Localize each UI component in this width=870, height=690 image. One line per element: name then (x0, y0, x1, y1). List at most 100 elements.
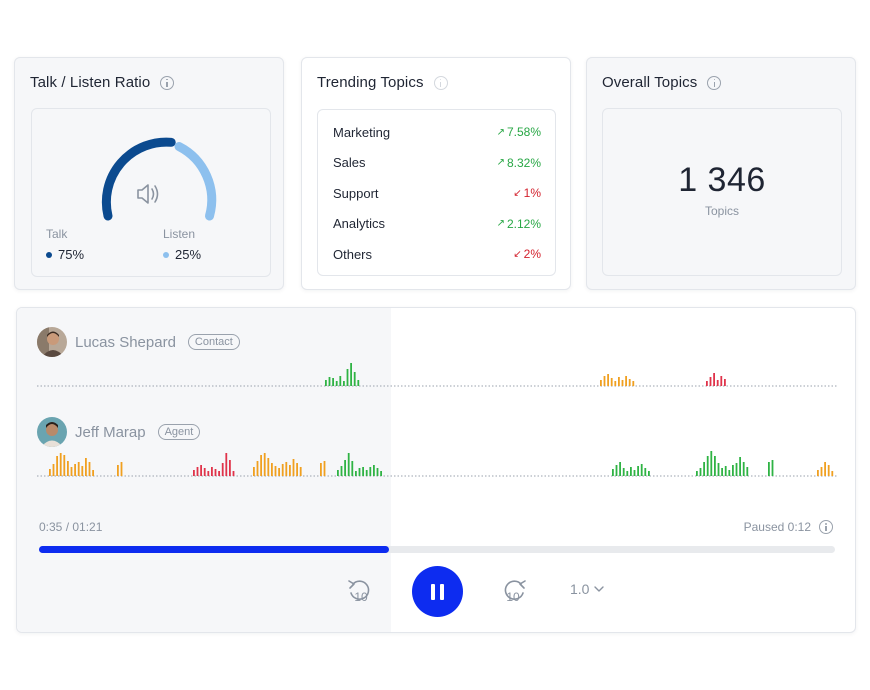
topic-row[interactable]: Analytics ↗ 2.12% (333, 214, 541, 234)
topic-name: Support (333, 185, 379, 201)
topic-change: ↗ 2.12% (497, 217, 541, 231)
waveform-bar (824, 462, 826, 476)
talk-listen-title-text: Talk / Listen Ratio (30, 74, 151, 91)
waveform-bar (320, 463, 322, 476)
progress-fill (39, 546, 390, 553)
waveform-bar (117, 465, 119, 476)
forward-seconds: 10 (506, 590, 520, 604)
waveform-bar (221, 463, 224, 476)
arrow-up-right-icon: ↗ (496, 218, 505, 229)
talk-arc (101, 137, 176, 221)
pause-button[interactable] (412, 566, 463, 617)
waveform-bar (274, 466, 277, 476)
waveform-bar (337, 470, 339, 476)
trending-title: Trending Topics (317, 74, 448, 91)
speed-value: 1.0 (570, 581, 590, 597)
talk-legend: Talk 75% (46, 227, 84, 262)
waveform-bar (648, 471, 650, 476)
waveform-bar (742, 462, 745, 476)
topic-change-value: 2.12% (506, 216, 541, 231)
waveform-bar (699, 468, 702, 476)
overall-title: Overall Topics (602, 74, 722, 91)
topic-change-value: 8.32% (506, 155, 541, 170)
waveform-bar (710, 451, 713, 476)
waveform-bar (644, 468, 647, 476)
waveform-bar (618, 377, 620, 386)
waveform-bar (771, 460, 774, 476)
waveform-bar (278, 468, 280, 476)
waveform-bar (827, 465, 830, 476)
listen-value-row: 25% (163, 247, 201, 262)
waveform-bar (350, 363, 352, 386)
progress-track[interactable] (39, 546, 835, 553)
waveform-bar (713, 373, 715, 386)
role-badge-agent: Agent (157, 424, 201, 440)
overall-topics-card: Overall Topics 1 346 Topics (586, 57, 856, 290)
chevron-down-icon (594, 586, 605, 592)
overall-count: 1 346 (678, 161, 766, 199)
waveform-bar (225, 453, 228, 476)
waveform-bar (52, 464, 55, 476)
waveform-bar (820, 467, 823, 476)
waveform-bar (299, 467, 302, 476)
waveform-bar (332, 378, 334, 386)
waveform-bar (339, 376, 342, 386)
waveform-bar (746, 467, 749, 476)
playback-controls: 10 10 1.0 (17, 566, 855, 618)
waveform-bar (706, 381, 708, 386)
arrow-down-left-icon: ↙ (513, 248, 522, 260)
talk-value: 75% (58, 247, 85, 262)
listen-label: Listen (163, 227, 196, 241)
forward-10-icon[interactable]: 10 (501, 577, 527, 605)
talk-listen-panel: Talk 75% Listen 25% (31, 108, 271, 277)
speaker-icon (137, 184, 159, 204)
waveform-bar (626, 471, 629, 476)
topic-row[interactable]: Marketing ↗ 7.58% (333, 122, 541, 142)
listen-dot (163, 251, 169, 258)
waveform-bar (373, 465, 375, 476)
waveform-bar (621, 380, 624, 386)
topic-name: Others (333, 246, 373, 262)
topic-row[interactable]: Others ↙ 2% (333, 244, 541, 264)
info-icon[interactable] (160, 75, 175, 90)
speaker-row-2: Jeff Marap Agent (37, 417, 201, 447)
waveform-bar (229, 460, 231, 476)
waveform-bar (630, 467, 632, 476)
waveform-bar (200, 465, 202, 476)
waveform-bar (709, 377, 712, 386)
waveform-bar (610, 378, 613, 386)
waveform-bar (292, 459, 295, 476)
waveform-bar (365, 470, 368, 476)
info-icon[interactable] (433, 75, 448, 90)
topic-change-value: 2% (523, 247, 541, 261)
playback-speed-select[interactable]: 1.0 (570, 581, 605, 597)
info-icon[interactable] (819, 520, 833, 534)
waveform-bar (85, 458, 87, 476)
waveform-bar (347, 453, 350, 476)
topic-change: ↗ 8.32% (497, 156, 541, 170)
waveform-bar (625, 376, 627, 386)
role-badge-contact: Contact (187, 334, 240, 350)
waveform-bar (637, 466, 639, 476)
info-icon[interactable] (707, 75, 722, 90)
waveform-bar (612, 469, 614, 476)
avatar (37, 327, 67, 357)
waveform-bar (281, 464, 284, 476)
listen-legend: Listen 25% (163, 227, 201, 262)
trending-title-text: Trending Topics (317, 74, 424, 91)
topic-change: ↙ 2% (513, 247, 541, 261)
speaker-row-1: Lucas Shepard Contact (37, 327, 240, 357)
topic-row[interactable]: Support ↙ 1% (333, 183, 541, 203)
pause-icon (431, 583, 435, 600)
topic-row[interactable]: Sales ↗ 8.32% (333, 153, 541, 173)
waveform-speaker-1 (37, 363, 837, 387)
waveform-bar (120, 462, 123, 476)
waveform-bar (817, 470, 819, 476)
waveform-bar (732, 465, 734, 476)
waveform-bar (196, 467, 199, 476)
waveform-bar (735, 463, 738, 476)
overall-unit: Topics (704, 204, 739, 218)
waveform-bar (724, 466, 727, 476)
rewind-10-icon[interactable]: 10 (347, 577, 373, 605)
waveform-bar (67, 461, 69, 476)
